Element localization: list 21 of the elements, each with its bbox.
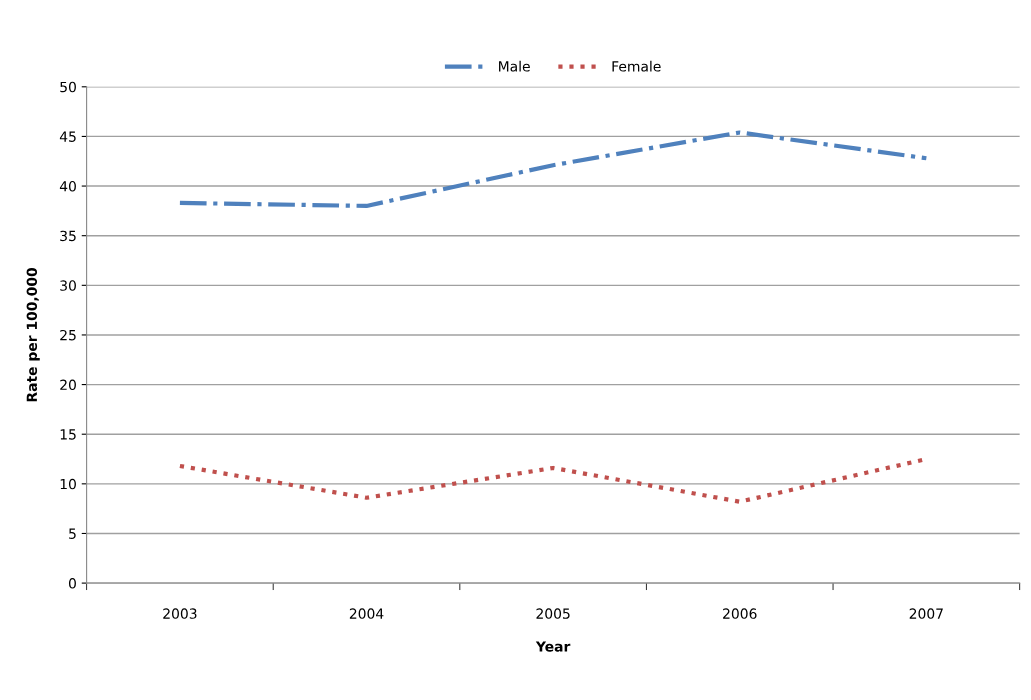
legend-label: Male — [499, 60, 530, 72]
y-tick-label: 5 — [69, 528, 76, 539]
y-tick-label: 20 — [60, 379, 76, 391]
x-tick-label: 2007 — [909, 608, 943, 619]
y-tick-label: 15 — [60, 429, 76, 440]
x-axis-title: Year — [535, 641, 571, 652]
line-series — [177, 130, 929, 208]
y-tick-label: 40 — [59, 181, 76, 192]
y-tick-label: 50 — [60, 81, 76, 93]
x-tick-label: 2004 — [349, 608, 384, 619]
legend-label: Female — [612, 60, 661, 72]
y-tick-label: 0 — [68, 578, 76, 589]
x-tick-label: 2003 — [163, 608, 197, 619]
x-tick-label: 2006 — [723, 608, 757, 619]
y-tick-label: 10 — [60, 478, 76, 490]
y-tick-label: 45 — [59, 131, 76, 142]
y-tick-label: 25 — [60, 329, 76, 341]
y-axis-title: Rate per 100,000 — [26, 267, 40, 402]
x-tick-label: 2005 — [536, 608, 570, 619]
y-tick-label: 35 — [60, 230, 76, 242]
y-tick-label: 30 — [60, 280, 76, 291]
